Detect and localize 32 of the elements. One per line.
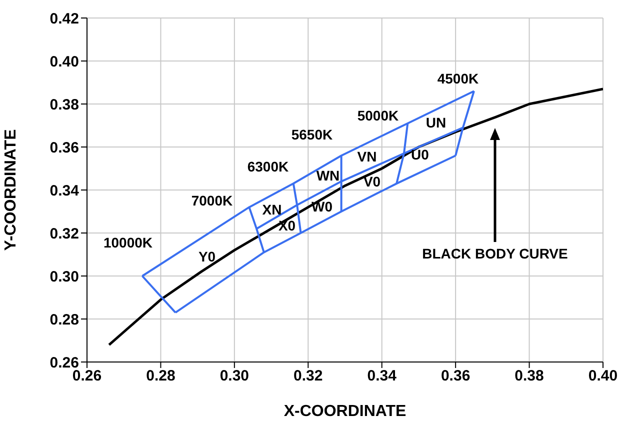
y-tick-label: 0.42 xyxy=(50,10,79,28)
annotation: UN xyxy=(426,114,446,131)
annotation: XN xyxy=(262,202,282,218)
annotation: BLACK BODY CURVE xyxy=(422,246,568,262)
x-tick-label: 0.34 xyxy=(367,368,398,385)
annotation: V0 xyxy=(363,174,381,190)
y-tick-label: 0.38 xyxy=(50,96,79,114)
annotation: 5000K xyxy=(357,108,399,124)
annotation: Y0 xyxy=(198,248,216,265)
y-tick-label: 0.28 xyxy=(50,311,79,328)
y-tick-label: 0.36 xyxy=(50,139,79,156)
x-tick-label: 0.38 xyxy=(514,368,544,385)
y-axis-title: Y-COORDINATE xyxy=(2,128,20,251)
x-tick-label: 0.40 xyxy=(588,368,618,385)
annotation: 4500K xyxy=(437,70,479,87)
annotation: 10000K xyxy=(103,234,153,251)
annotation: VN xyxy=(357,148,377,165)
annotation: WN xyxy=(316,168,340,184)
annotation: 7000K xyxy=(191,192,233,209)
x-axis-title: X-COORDINATE xyxy=(284,403,407,420)
y-tick-label: 0.32 xyxy=(50,225,79,242)
x-tick-label: 0.30 xyxy=(220,368,250,385)
y-tick-label: 0.40 xyxy=(50,53,79,70)
annotation: W0 xyxy=(312,198,333,215)
annotation: 5650K xyxy=(291,126,333,143)
y-tick-label: 0.34 xyxy=(50,182,80,200)
x-tick-label: 0.28 xyxy=(146,368,176,385)
y-tick-label: 0.30 xyxy=(50,268,79,286)
annotation: 6300K xyxy=(247,158,289,175)
x-tick-label: 0.32 xyxy=(294,368,323,385)
annotation: U0 xyxy=(411,146,430,163)
x-tick-label: 0.36 xyxy=(440,368,470,385)
